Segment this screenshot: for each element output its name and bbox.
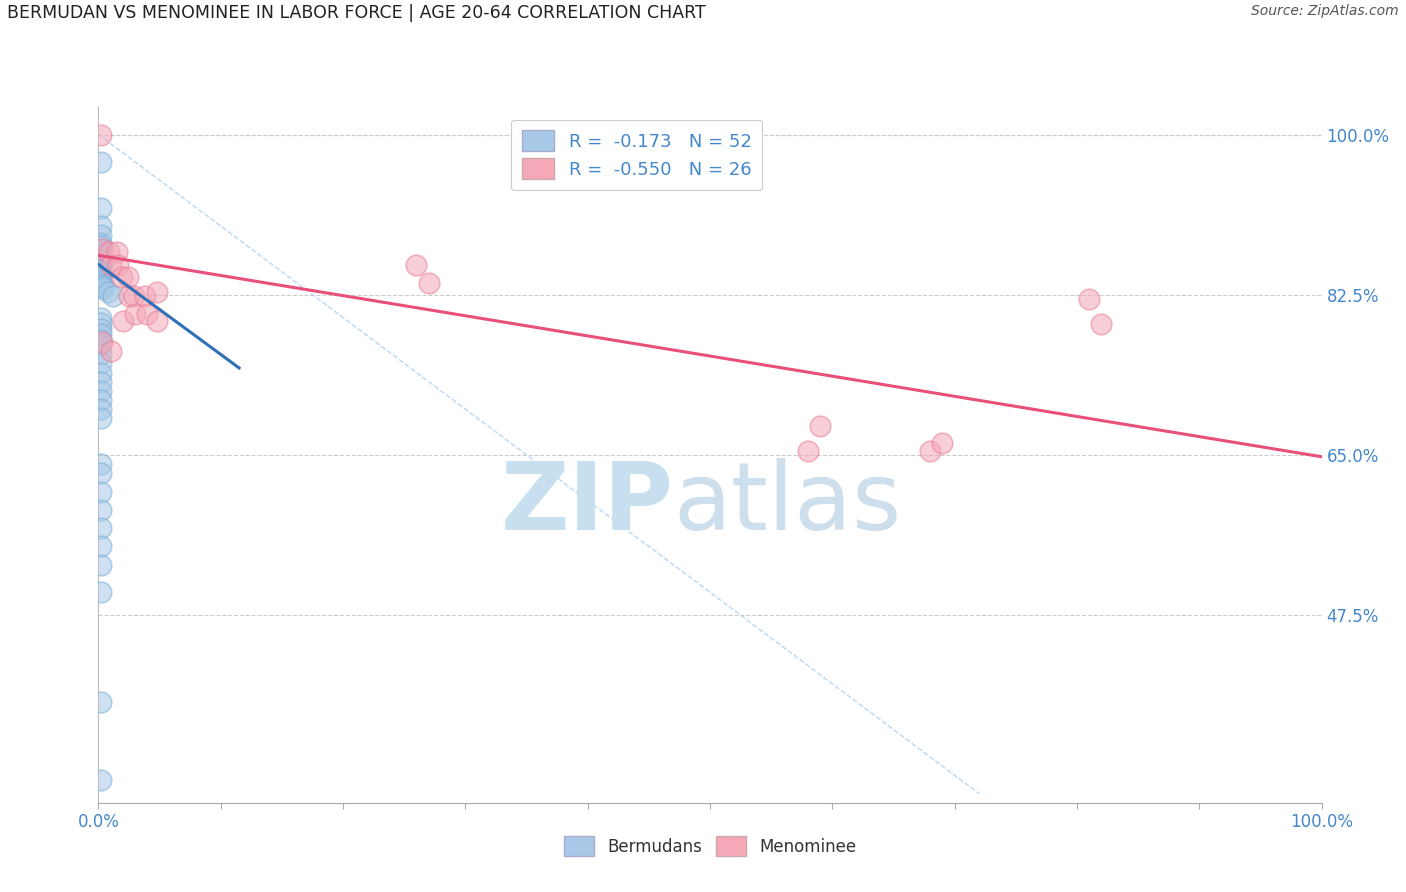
Point <box>90 558 112 572</box>
Point <box>90 201 112 215</box>
Point <box>90 260 112 274</box>
Point <box>90 467 112 481</box>
Point <box>136 307 159 321</box>
Point <box>90 321 112 335</box>
Point <box>90 585 112 599</box>
Point <box>91 335 114 350</box>
Point <box>90 310 112 325</box>
Point <box>90 375 112 389</box>
Point <box>90 316 112 330</box>
Point <box>100 344 122 359</box>
Point <box>90 239 112 253</box>
Point <box>797 444 820 458</box>
Point <box>90 235 112 250</box>
Point <box>808 418 831 433</box>
Point <box>90 253 112 268</box>
Point <box>418 276 440 290</box>
Point <box>90 246 112 260</box>
Point <box>920 444 942 458</box>
Point <box>124 307 146 321</box>
Point <box>90 695 112 709</box>
Point <box>90 270 112 285</box>
Point <box>90 258 112 272</box>
Point <box>91 279 114 293</box>
Text: ZIP: ZIP <box>501 458 673 549</box>
Point <box>90 228 112 243</box>
Point <box>90 338 112 352</box>
Point <box>100 258 122 272</box>
Point <box>90 411 112 425</box>
Point <box>90 402 112 417</box>
Point <box>122 288 145 302</box>
Text: BERMUDAN VS MENOMINEE IN LABOR FORCE | AGE 20-64 CORRELATION CHART: BERMUDAN VS MENOMINEE IN LABOR FORCE | A… <box>7 4 706 22</box>
Point <box>90 243 112 257</box>
Point <box>91 281 114 295</box>
Point <box>98 244 121 259</box>
Point <box>111 314 134 328</box>
Point <box>146 285 169 299</box>
Point <box>90 503 112 517</box>
Point <box>90 333 112 347</box>
Point <box>90 540 112 554</box>
Point <box>90 261 112 276</box>
Point <box>90 274 112 288</box>
Point <box>90 484 112 499</box>
Point <box>118 288 141 302</box>
Point <box>90 772 112 787</box>
Point <box>90 277 112 292</box>
Y-axis label: In Labor Force | Age 20-64: In Labor Force | Age 20-64 <box>0 345 8 565</box>
Point <box>107 258 129 272</box>
Point <box>405 258 427 272</box>
Point <box>90 457 112 471</box>
Point <box>90 263 112 277</box>
Point <box>91 242 114 256</box>
Point <box>90 128 112 142</box>
Point <box>117 270 139 285</box>
Point <box>90 249 112 263</box>
Point <box>1078 293 1101 307</box>
Point <box>931 436 953 450</box>
Legend: Bermudans, Menominee: Bermudans, Menominee <box>555 828 865 864</box>
Point <box>90 252 112 266</box>
Point <box>1090 317 1112 331</box>
Point <box>97 285 120 299</box>
Point <box>90 272 112 286</box>
Point <box>90 392 112 407</box>
Point <box>90 384 112 398</box>
Point <box>90 267 112 281</box>
Point <box>90 268 112 283</box>
Point <box>111 270 134 285</box>
Point <box>90 366 112 380</box>
Point <box>90 155 112 169</box>
Point <box>146 314 169 328</box>
Point <box>90 521 112 535</box>
Text: Source: ZipAtlas.com: Source: ZipAtlas.com <box>1251 4 1399 19</box>
Point <box>101 288 124 302</box>
Point <box>134 288 156 302</box>
Point <box>90 347 112 361</box>
Point <box>90 219 112 233</box>
Point <box>90 356 112 370</box>
Text: atlas: atlas <box>673 458 901 549</box>
Point <box>90 255 112 269</box>
Point <box>105 244 128 259</box>
Point <box>90 265 112 279</box>
Point <box>90 276 112 290</box>
Point <box>90 327 112 342</box>
